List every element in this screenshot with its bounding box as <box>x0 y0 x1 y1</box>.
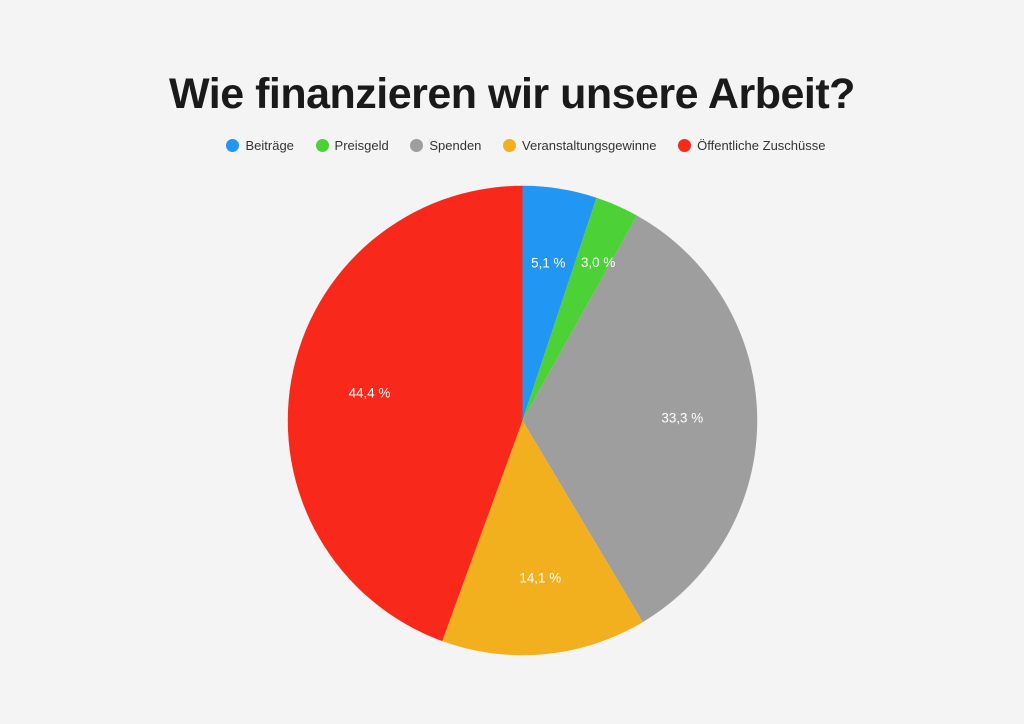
svg-text:3,0 %: 3,0 % <box>581 255 615 270</box>
svg-text:14,1 %: 14,1 % <box>519 570 561 585</box>
svg-text:44,4 %: 44,4 % <box>349 385 391 400</box>
svg-text:33,3 %: 33,3 % <box>661 411 703 426</box>
svg-text:5,1 %: 5,1 % <box>531 256 565 271</box>
